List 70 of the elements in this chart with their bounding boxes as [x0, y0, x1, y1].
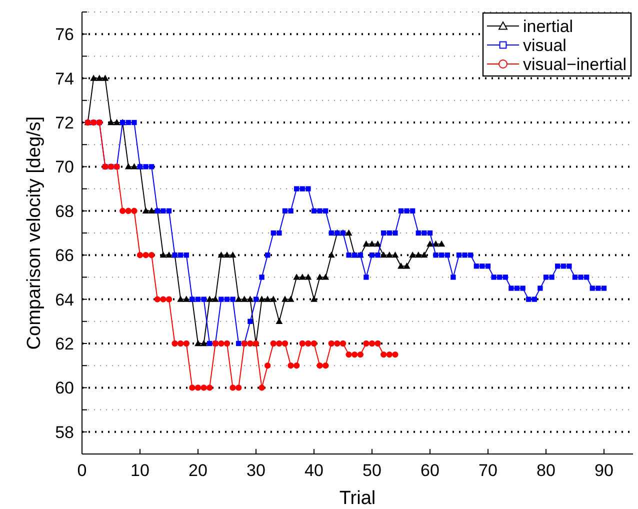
point	[160, 296, 166, 302]
y-tick-label: 66	[55, 246, 74, 266]
point	[380, 351, 387, 358]
point	[386, 351, 392, 358]
y-tick-label: 58	[55, 422, 74, 442]
point	[374, 340, 381, 347]
y-tick-label: 70	[55, 158, 74, 177]
x-tick-label: 30	[246, 461, 266, 480]
x-tick-label: 20	[188, 461, 208, 480]
point	[310, 340, 318, 347]
point	[125, 208, 132, 214]
point	[288, 362, 294, 369]
point	[194, 384, 202, 391]
point	[218, 340, 224, 347]
point	[322, 362, 329, 369]
y-tick-label: 76	[55, 25, 74, 44]
legend-label: visual−inertial	[523, 55, 626, 74]
point	[328, 340, 334, 347]
x-tick-label: 10	[130, 461, 150, 480]
y-tick-label: 68	[55, 202, 74, 221]
point	[305, 340, 312, 347]
point	[270, 340, 276, 347]
x-tick-label: 80	[536, 461, 556, 480]
point	[346, 351, 352, 358]
point	[236, 384, 242, 391]
point	[294, 362, 300, 369]
y-axis-title: Comparison velocity [deg/s]	[24, 116, 45, 350]
point	[230, 384, 236, 391]
point	[368, 340, 376, 347]
point	[189, 384, 196, 391]
x-tick-label: 0	[77, 461, 87, 480]
legend-label: inertial	[523, 17, 574, 36]
point	[282, 340, 288, 347]
point	[299, 340, 306, 347]
point	[264, 362, 271, 369]
point	[200, 384, 207, 391]
y-tick-label: 62	[55, 334, 74, 354]
point	[224, 340, 230, 347]
point	[258, 384, 265, 391]
y-tick-label: 64	[55, 290, 74, 310]
y-tick-label: 60	[55, 378, 74, 398]
point	[247, 340, 254, 347]
point	[206, 384, 213, 391]
point	[154, 296, 160, 302]
point	[142, 252, 149, 258]
point	[352, 351, 358, 358]
x-axis-title: Trial	[339, 488, 376, 509]
x-tick-label: 40	[304, 461, 324, 480]
point	[334, 340, 340, 347]
point	[183, 340, 190, 347]
point	[178, 340, 184, 347]
x-tick-label: 70	[478, 461, 498, 480]
x-tick-label: 60	[420, 461, 440, 480]
point	[120, 208, 126, 214]
legend-label: visual	[523, 36, 566, 55]
point	[136, 252, 144, 258]
point	[148, 252, 155, 258]
point	[131, 208, 138, 214]
x-tick-label: 50	[362, 461, 382, 480]
point	[276, 340, 282, 347]
y-tick-label: 74	[55, 69, 74, 88]
point	[340, 340, 346, 347]
point	[392, 351, 398, 358]
x-tick-label: 90	[594, 461, 614, 480]
point	[357, 351, 364, 358]
point	[316, 362, 323, 369]
point	[172, 340, 178, 347]
y-tick-label: 72	[55, 114, 74, 132]
point	[363, 340, 370, 347]
point	[166, 296, 172, 302]
